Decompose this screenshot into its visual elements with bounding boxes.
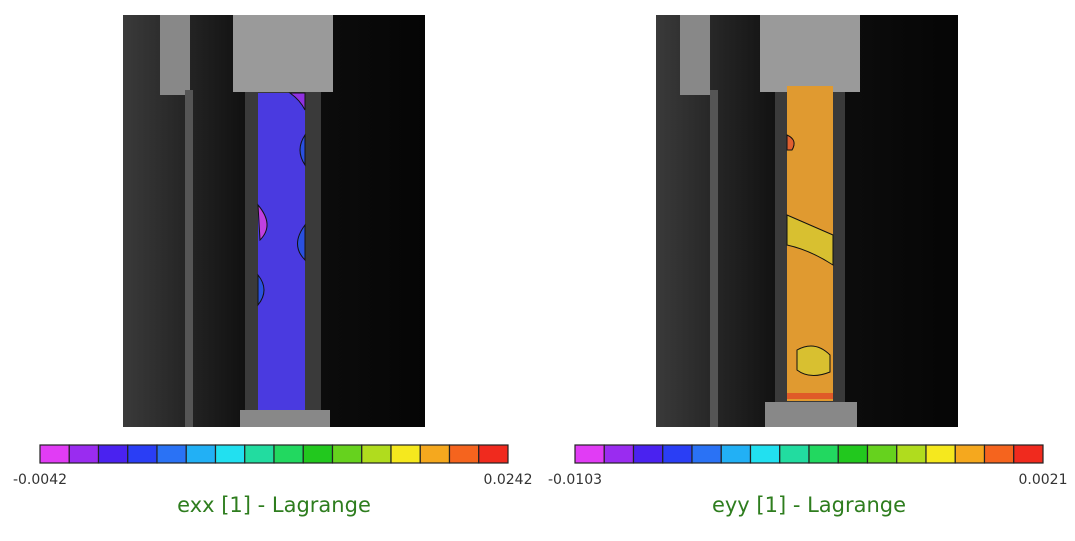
- colorbar-swatch: [97, 444, 129, 464]
- colorbar-swatch: [419, 444, 451, 464]
- colorbar-title: exx [1] - Lagrange: [177, 493, 371, 517]
- colorbar-swatch: [361, 444, 392, 464]
- colorbar-swatch: [448, 444, 480, 464]
- colorbar-title: eyy [1] - Lagrange: [712, 493, 906, 517]
- colorbar-swatch: [720, 444, 752, 464]
- colorbar-swatch: [39, 444, 70, 464]
- colorbar-swatch: [925, 444, 956, 464]
- colorbar-swatch: [691, 444, 722, 464]
- colorbar-swatch: [866, 444, 898, 464]
- colorbar-min-label: -0.0042: [13, 472, 67, 488]
- colorbar-swatch: [185, 444, 217, 464]
- colorbar-swatch: [127, 444, 158, 464]
- colorbar-swatch: [273, 444, 304, 464]
- colorbar-swatch: [779, 444, 810, 464]
- colorbar-swatch: [1013, 444, 1044, 464]
- colorbar-swatch: [837, 444, 869, 464]
- colorbar-swatch: [749, 444, 781, 464]
- colorbar-swatch: [574, 444, 605, 464]
- colorbar-swatch: [603, 444, 635, 464]
- colorbar-swatch: [390, 444, 421, 464]
- colorbar-swatch: [156, 444, 187, 464]
- colorbar-swatch: [478, 444, 509, 464]
- left-image: [123, 15, 425, 427]
- colorbar-swatch: [983, 444, 1015, 464]
- colorbar-max-label: 0.0242: [484, 472, 533, 488]
- colorbar-swatch: [662, 444, 693, 464]
- colorbar-swatch: [954, 444, 986, 464]
- colorbar-swatch: [214, 444, 246, 464]
- colorbar-swatch: [808, 444, 839, 464]
- colorbar-swatch: [244, 444, 275, 464]
- colorbar-swatch: [68, 444, 100, 464]
- colorbar-swatch: [896, 444, 927, 464]
- right-image: [656, 15, 958, 427]
- colorbar-max-label: 0.0021: [1019, 472, 1068, 488]
- colorbar-swatch: [632, 444, 664, 464]
- colorbar-min-label: -0.0103: [548, 472, 602, 488]
- colorbar-swatch: [331, 444, 363, 464]
- colorbar-swatch: [302, 444, 334, 464]
